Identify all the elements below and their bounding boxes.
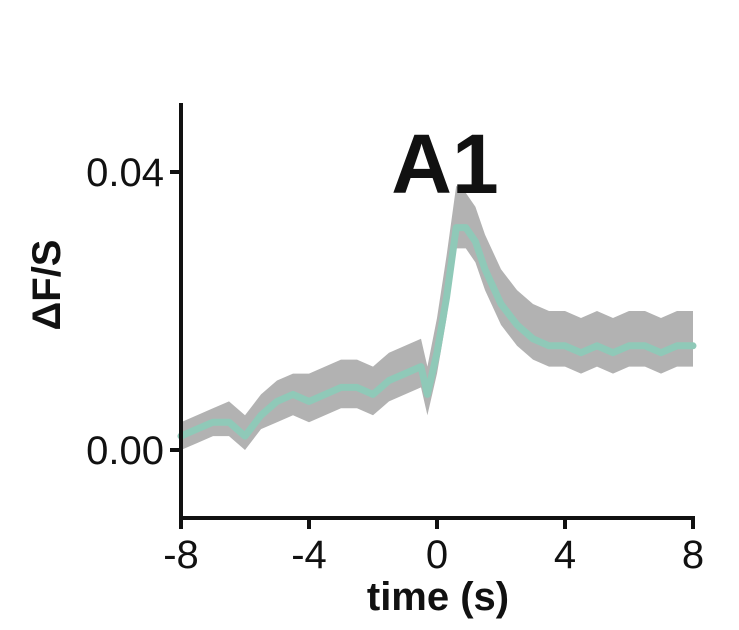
x-tick-label: 4 <box>554 533 576 577</box>
y-tick-label: 0.04 <box>86 151 164 195</box>
y-axis-title: ΔF/S <box>25 240 69 331</box>
x-axis-title: time (s) <box>367 575 509 619</box>
y-tick-label: 0.00 <box>86 429 164 473</box>
x-tick-label: -4 <box>291 533 327 577</box>
chart-title: A1 <box>391 117 498 211</box>
series-line-0 <box>177 224 697 440</box>
x-tick-label: -8 <box>163 533 199 577</box>
error-band-0 <box>181 185 693 450</box>
y-axis-ticks: 0.000.040.08 <box>86 151 181 473</box>
x-tick-label: 8 <box>682 533 704 577</box>
x-axis-ticks: -8 -4 0 4 8 <box>163 518 704 577</box>
plot-area <box>177 185 697 450</box>
x-tick-label: 0 <box>426 533 448 577</box>
